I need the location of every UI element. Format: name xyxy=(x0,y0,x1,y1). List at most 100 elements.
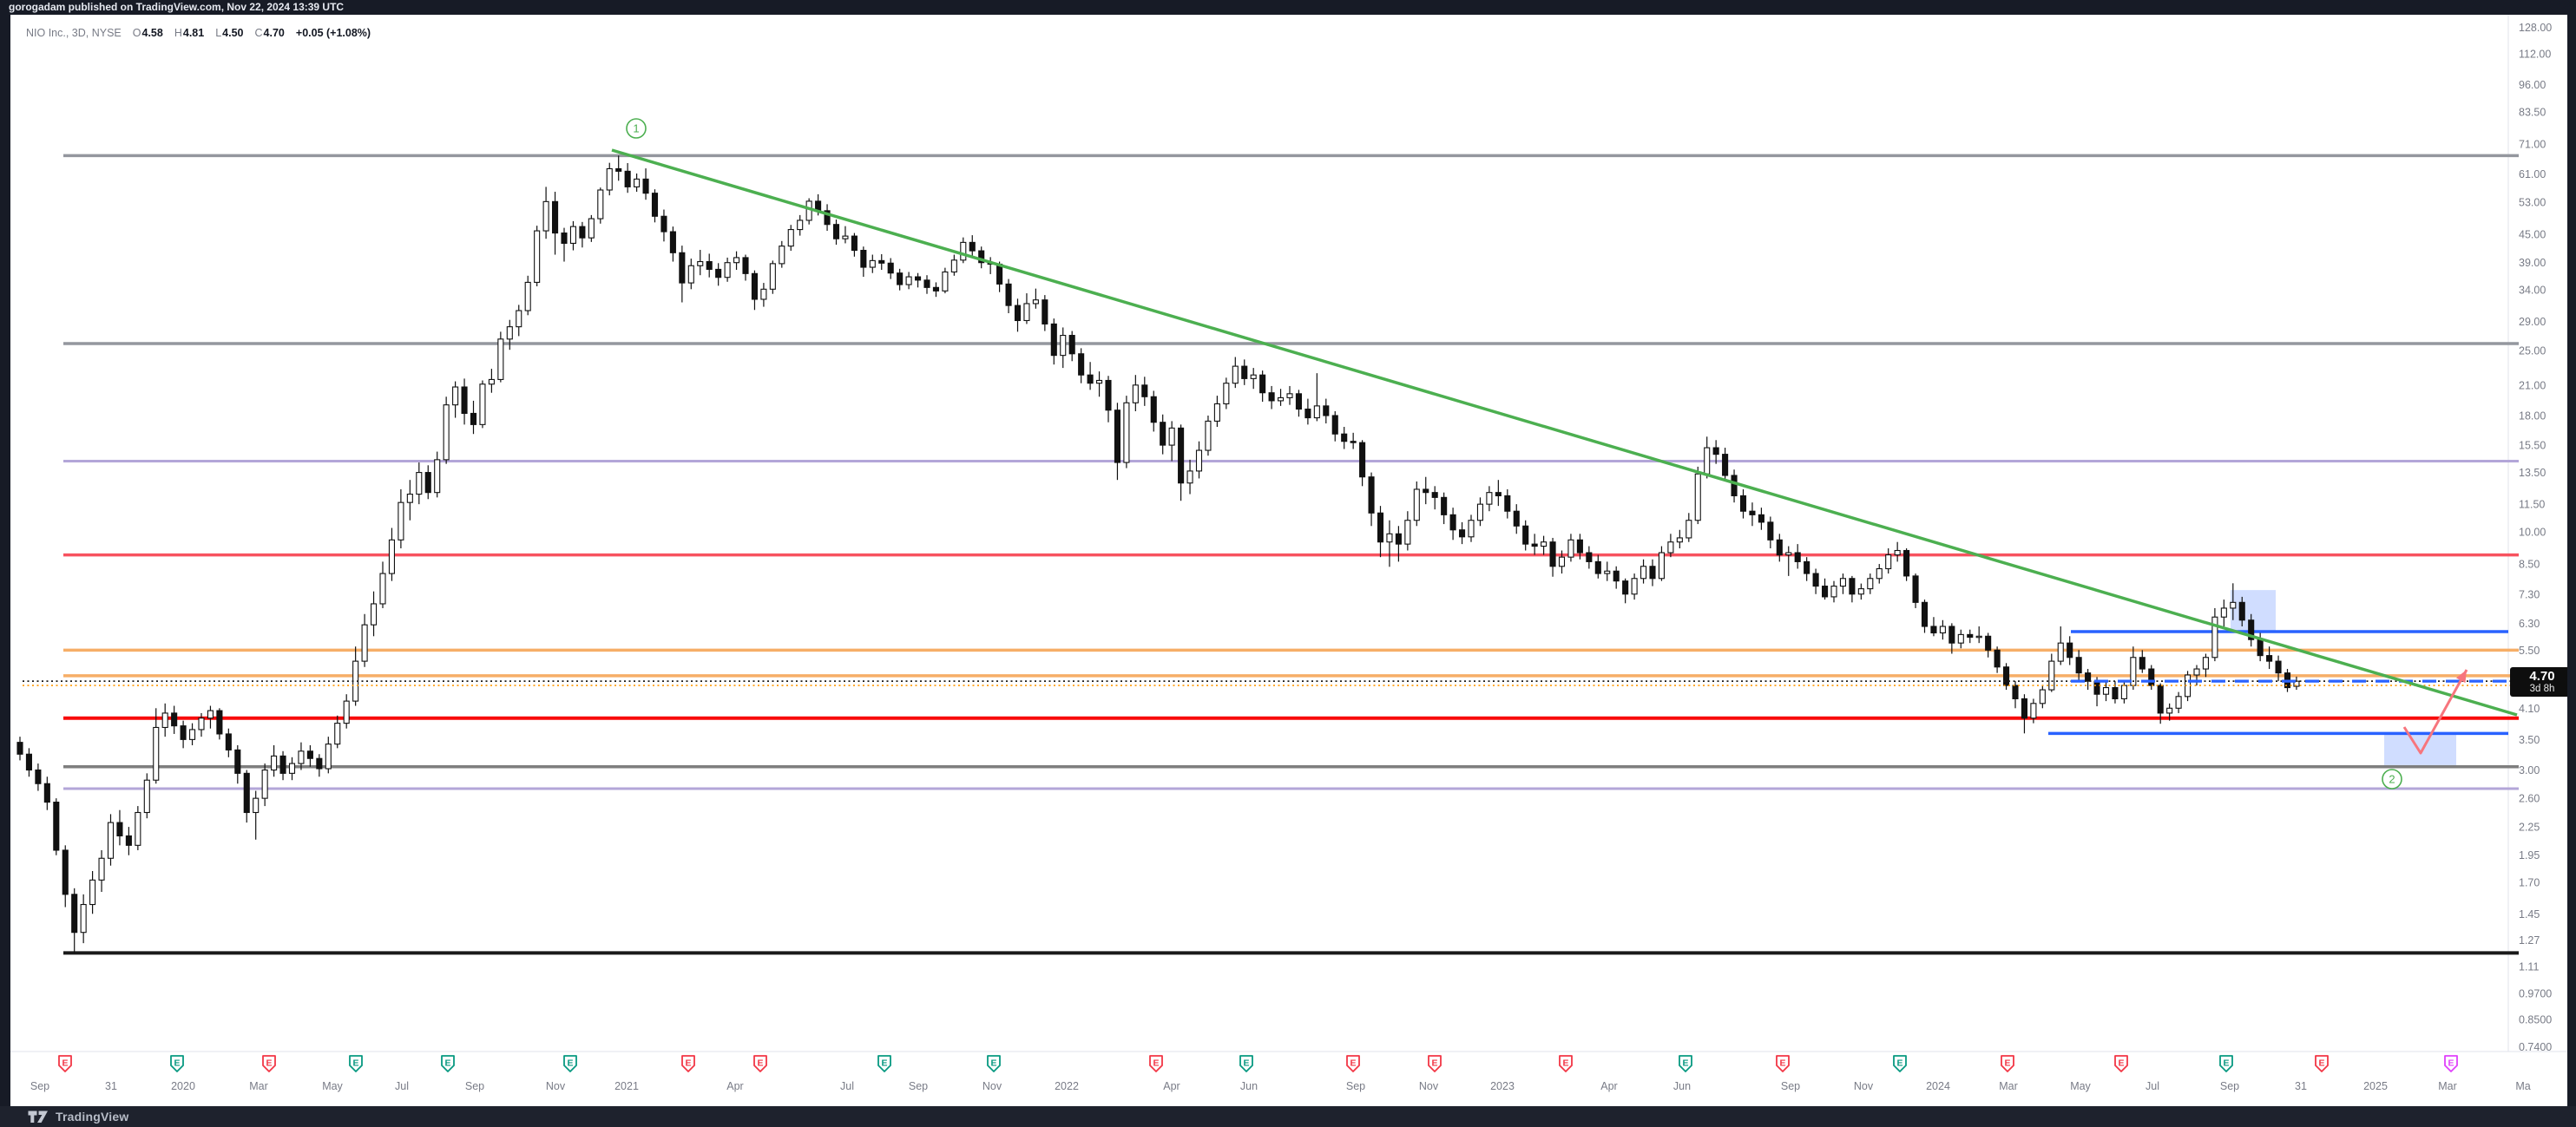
price-tick-label: 34.00 xyxy=(2519,284,2546,296)
earnings-badge-icon[interactable]: E xyxy=(2219,1055,2233,1072)
tradingview-brand-link[interactable]: TradingView xyxy=(28,1110,128,1124)
time-tick-label: 2023 xyxy=(1490,1080,1515,1092)
up-candle xyxy=(634,178,641,187)
up-candle xyxy=(1567,539,1574,558)
earnings-badge-icon[interactable]: E xyxy=(2114,1055,2128,1072)
up-candle xyxy=(869,259,876,268)
down-candle xyxy=(1341,433,1348,442)
earnings-badge-icon[interactable]: E xyxy=(1346,1055,1360,1072)
earnings-badge-icon[interactable]: E xyxy=(681,1055,695,1072)
trendline[interactable] xyxy=(611,148,2518,717)
earnings-badge-icon[interactable]: E xyxy=(753,1055,767,1072)
earnings-badge-icon[interactable]: E xyxy=(1776,1055,1790,1072)
earnings-badge-icon[interactable]: E xyxy=(349,1055,363,1072)
earnings-badge-icon[interactable]: E xyxy=(1149,1055,1163,1072)
earnings-badge-icon[interactable]: E xyxy=(987,1055,1001,1072)
down-candle xyxy=(2248,619,2255,640)
earnings-badge-icon[interactable]: E xyxy=(1893,1055,1907,1072)
earnings-badge-icon[interactable]: E xyxy=(2444,1055,2458,1072)
earnings-badge-icon[interactable]: E xyxy=(1239,1055,1253,1072)
svg-text:E: E xyxy=(2318,1058,2324,1069)
time-tick-label: Jun xyxy=(1240,1080,1258,1092)
svg-text:E: E xyxy=(2118,1058,2124,1069)
price-axis[interactable]: 128.00 112.00 96.00 83.50 71.00 61.00 53.00 45.… xyxy=(2519,22,2552,1053)
up-candle xyxy=(1250,374,1257,379)
svg-text:E: E xyxy=(1431,1058,1437,1069)
time-tick-label: Nov xyxy=(982,1080,1002,1092)
time-tick-label: Ma xyxy=(2515,1080,2530,1092)
price-tick-label: 18.00 xyxy=(2519,410,2546,422)
attribution-text: gorogadam published on TradingView.com, … xyxy=(9,1,345,13)
up-candle xyxy=(135,811,141,846)
earnings-badge-icon[interactable]: E xyxy=(441,1055,455,1072)
time-tick-label: 2024 xyxy=(1926,1080,1950,1092)
svg-text:E: E xyxy=(2448,1058,2454,1069)
time-tick-label: May xyxy=(2070,1080,2091,1092)
earnings-badge-icon[interactable]: E xyxy=(262,1055,276,1072)
down-candle xyxy=(851,235,858,252)
time-tick-label: Jul xyxy=(840,1080,854,1092)
earnings-badge-icon[interactable]: E xyxy=(1559,1055,1573,1072)
down-candle xyxy=(1160,422,1166,446)
svg-text:E: E xyxy=(1153,1058,1159,1069)
up-candle xyxy=(153,726,160,781)
down-candle xyxy=(171,712,178,727)
down-candle xyxy=(1903,549,1910,577)
svg-text:E: E xyxy=(444,1058,450,1069)
down-candle xyxy=(1050,323,1057,357)
up-candle xyxy=(950,259,957,273)
down-candle xyxy=(470,412,477,425)
time-axis[interactable]: Sep 31 2020 Mar May Jul Sep Nov 2021 Apr Jul Sep Nov… xyxy=(30,1080,2531,1092)
up-candle xyxy=(1876,567,1883,580)
down-candle xyxy=(715,268,722,278)
svg-text:E: E xyxy=(62,1058,68,1069)
down-candle xyxy=(2075,657,2082,674)
earnings-badge-icon[interactable]: E xyxy=(877,1055,891,1072)
down-candle xyxy=(2112,687,2119,699)
down-candle xyxy=(2238,601,2245,621)
down-candle xyxy=(2093,680,2100,695)
down-candle xyxy=(1368,476,1375,514)
ohlc-high: H 4.81 xyxy=(174,27,205,39)
down-candle xyxy=(125,835,132,846)
time-tick-label: Sep xyxy=(2220,1080,2239,1092)
earnings-badge-icon[interactable]: E xyxy=(58,1055,72,1072)
earnings-badge-icon[interactable]: E xyxy=(1428,1055,1442,1072)
up-candle xyxy=(271,755,278,771)
down-candle xyxy=(1622,580,1629,595)
price-tick-label: 1.70 xyxy=(2519,877,2540,889)
candlestick-series[interactable] xyxy=(16,155,2300,953)
down-candle xyxy=(1948,626,1955,644)
price-tick-label: 128.00 xyxy=(2519,22,2552,34)
down-candle xyxy=(1268,392,1275,402)
down-candle xyxy=(1921,601,1929,627)
up-candle xyxy=(1476,503,1483,521)
down-candle xyxy=(1722,454,1729,476)
tradingview-logo-icon xyxy=(28,1111,48,1123)
up-candle xyxy=(2193,668,2200,676)
ohlc-open: O 4.58 xyxy=(132,27,163,39)
down-candle xyxy=(1042,299,1048,324)
earnings-badge-icon[interactable]: E xyxy=(170,1055,184,1072)
down-candle xyxy=(1504,495,1511,512)
down-candle xyxy=(2148,668,2155,686)
down-candle xyxy=(1323,405,1330,416)
earnings-badge-icon[interactable]: E xyxy=(563,1055,577,1072)
price-tick-label: 2.60 xyxy=(2519,793,2540,805)
up-candle xyxy=(1060,334,1067,357)
down-candle xyxy=(316,757,323,770)
up-candle xyxy=(588,218,595,239)
earnings-badge-icon[interactable]: E xyxy=(1679,1055,1692,1072)
earnings-badge-icon[interactable]: E xyxy=(2001,1055,2014,1072)
down-candle xyxy=(1804,560,1810,574)
earnings-badge-icon[interactable]: E xyxy=(2315,1055,2329,1072)
horizontal-level-lines[interactable] xyxy=(63,154,2519,955)
up-candle xyxy=(1286,393,1293,398)
up-candle xyxy=(497,338,504,380)
up-candle xyxy=(2220,607,2227,618)
up-candle xyxy=(534,230,541,283)
projection-arrow[interactable] xyxy=(2402,669,2468,755)
svg-text:E: E xyxy=(1350,1058,1356,1069)
